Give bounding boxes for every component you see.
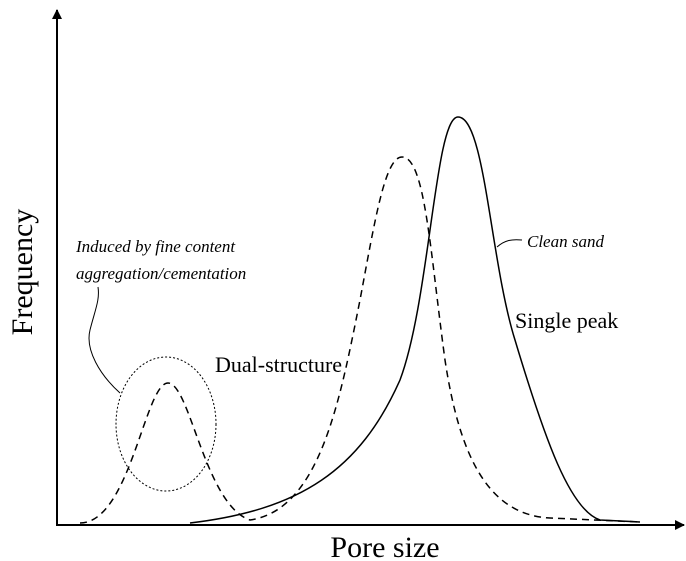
annotation: Single peak: [515, 308, 618, 333]
leader-line: [88, 286, 121, 394]
annotation: Dual-structure: [215, 352, 342, 377]
annotation: aggregation/cementation: [76, 264, 246, 283]
annotation: Induced by fine content: [75, 237, 236, 256]
annotation: Clean sand: [527, 232, 604, 251]
x-axis-label: Pore size: [330, 531, 439, 561]
highlight-circle: [115, 356, 217, 492]
y-axis-label: Frequency: [6, 209, 39, 336]
single-peak-curve: [189, 116, 641, 524]
dual-structure-curve: [79, 156, 641, 524]
leader-line: [496, 239, 523, 248]
